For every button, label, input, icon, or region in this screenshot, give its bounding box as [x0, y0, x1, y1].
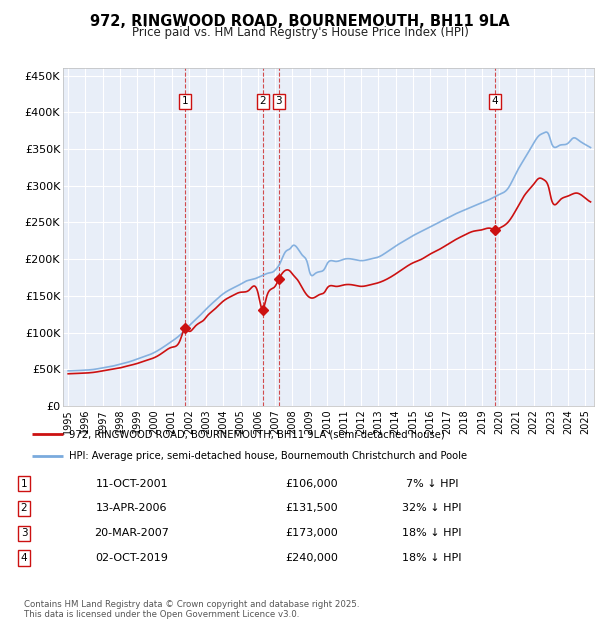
Text: 1: 1 — [182, 96, 188, 106]
Text: 11-OCT-2001: 11-OCT-2001 — [95, 479, 169, 489]
Text: This data is licensed under the Open Government Licence v3.0.: This data is licensed under the Open Gov… — [24, 610, 299, 619]
Text: £240,000: £240,000 — [286, 553, 338, 563]
Text: Contains HM Land Registry data © Crown copyright and database right 2025.: Contains HM Land Registry data © Crown c… — [24, 600, 359, 609]
Text: 13-APR-2006: 13-APR-2006 — [96, 503, 168, 513]
Text: 7% ↓ HPI: 7% ↓ HPI — [406, 479, 458, 489]
Text: 02-OCT-2019: 02-OCT-2019 — [95, 553, 169, 563]
Text: 972, RINGWOOD ROAD, BOURNEMOUTH, BH11 9LA (semi-detached house): 972, RINGWOOD ROAD, BOURNEMOUTH, BH11 9L… — [68, 429, 445, 439]
Text: 3: 3 — [275, 96, 282, 106]
Text: 18% ↓ HPI: 18% ↓ HPI — [402, 528, 462, 538]
Text: 3: 3 — [20, 528, 28, 538]
Text: 2: 2 — [20, 503, 28, 513]
Text: 4: 4 — [491, 96, 498, 106]
Text: 32% ↓ HPI: 32% ↓ HPI — [402, 503, 462, 513]
Text: HPI: Average price, semi-detached house, Bournemouth Christchurch and Poole: HPI: Average price, semi-detached house,… — [68, 451, 467, 461]
Text: 4: 4 — [20, 553, 28, 563]
Text: 18% ↓ HPI: 18% ↓ HPI — [402, 553, 462, 563]
Text: £173,000: £173,000 — [286, 528, 338, 538]
Text: £131,500: £131,500 — [286, 503, 338, 513]
Text: 972, RINGWOOD ROAD, BOURNEMOUTH, BH11 9LA: 972, RINGWOOD ROAD, BOURNEMOUTH, BH11 9L… — [90, 14, 510, 29]
Text: Price paid vs. HM Land Registry's House Price Index (HPI): Price paid vs. HM Land Registry's House … — [131, 26, 469, 39]
Text: 20-MAR-2007: 20-MAR-2007 — [95, 528, 169, 538]
Text: 1: 1 — [20, 479, 28, 489]
Text: £106,000: £106,000 — [286, 479, 338, 489]
Text: 2: 2 — [259, 96, 266, 106]
